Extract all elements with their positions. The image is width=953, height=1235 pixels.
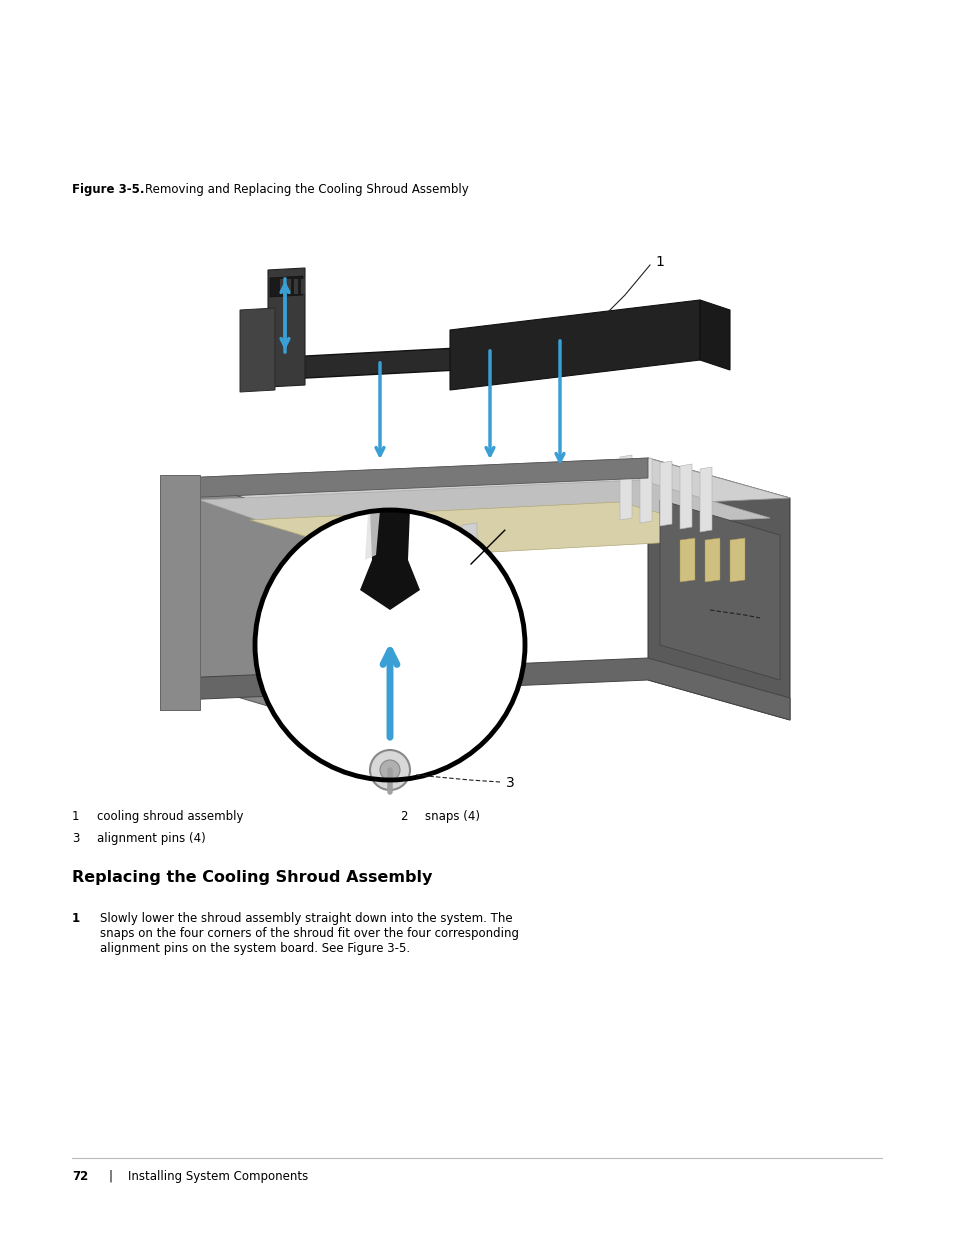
Text: |    Installing System Components: | Installing System Components [94, 1170, 308, 1183]
Polygon shape [183, 620, 200, 640]
Polygon shape [270, 275, 303, 296]
Text: 3: 3 [505, 776, 515, 790]
Text: 3: 3 [71, 832, 79, 845]
Polygon shape [704, 538, 720, 582]
Polygon shape [240, 308, 274, 391]
Polygon shape [450, 300, 700, 390]
Polygon shape [180, 478, 314, 720]
Circle shape [379, 760, 399, 781]
Polygon shape [183, 542, 200, 562]
Polygon shape [183, 646, 200, 666]
Text: 2: 2 [764, 609, 773, 622]
Polygon shape [700, 467, 711, 532]
Text: 1: 1 [71, 911, 80, 925]
Polygon shape [294, 279, 297, 294]
Text: Slowly lower the shroud assembly straight down into the system. The: Slowly lower the shroud assembly straigh… [100, 911, 512, 925]
Polygon shape [268, 338, 679, 380]
Text: snaps (4): snaps (4) [424, 810, 479, 823]
Text: Removing and Replacing the Cooling Shroud Assembly: Removing and Replacing the Cooling Shrou… [130, 183, 468, 196]
Polygon shape [659, 461, 671, 526]
Polygon shape [180, 458, 789, 520]
Text: 1: 1 [71, 810, 79, 823]
Polygon shape [619, 454, 631, 520]
Text: 72: 72 [71, 1170, 89, 1183]
Polygon shape [160, 475, 200, 710]
Polygon shape [461, 522, 476, 552]
Polygon shape [180, 658, 789, 720]
Polygon shape [647, 458, 789, 720]
Polygon shape [374, 522, 389, 552]
Text: alignment pins (4): alignment pins (4) [97, 832, 206, 845]
Circle shape [170, 640, 180, 650]
Polygon shape [301, 279, 305, 294]
Polygon shape [183, 490, 200, 510]
Text: alignment pins on the system board. See Figure 3-5.: alignment pins on the system board. See … [100, 942, 410, 955]
Polygon shape [639, 458, 651, 522]
Text: snaps on the four corners of the shroud fit over the four corresponding: snaps on the four corners of the shroud … [100, 927, 518, 940]
Polygon shape [659, 500, 780, 680]
Bar [162, 559, 192, 620]
Polygon shape [268, 268, 305, 387]
Polygon shape [417, 522, 433, 552]
Polygon shape [679, 464, 691, 529]
Text: 2: 2 [399, 810, 407, 823]
Text: cooling shroud assembly: cooling shroud assembly [97, 810, 243, 823]
Text: Replacing the Cooling Shroud Assembly: Replacing the Cooling Shroud Assembly [71, 869, 432, 885]
Text: 1: 1 [655, 254, 663, 269]
Polygon shape [180, 458, 647, 498]
Polygon shape [183, 516, 200, 536]
Polygon shape [700, 300, 729, 370]
Polygon shape [183, 594, 200, 614]
Polygon shape [439, 522, 455, 552]
Polygon shape [679, 538, 695, 582]
Polygon shape [183, 672, 200, 692]
Circle shape [370, 750, 410, 790]
Text: Figure 3-5.: Figure 3-5. [71, 183, 144, 196]
Polygon shape [365, 510, 379, 559]
Polygon shape [359, 510, 419, 610]
Polygon shape [200, 480, 769, 540]
Polygon shape [729, 538, 744, 582]
Polygon shape [250, 501, 749, 558]
Polygon shape [330, 522, 345, 552]
Polygon shape [287, 279, 291, 294]
Polygon shape [352, 522, 367, 552]
Polygon shape [183, 568, 200, 588]
Circle shape [254, 510, 524, 781]
Polygon shape [280, 279, 284, 294]
Polygon shape [160, 480, 194, 710]
Polygon shape [395, 522, 411, 552]
